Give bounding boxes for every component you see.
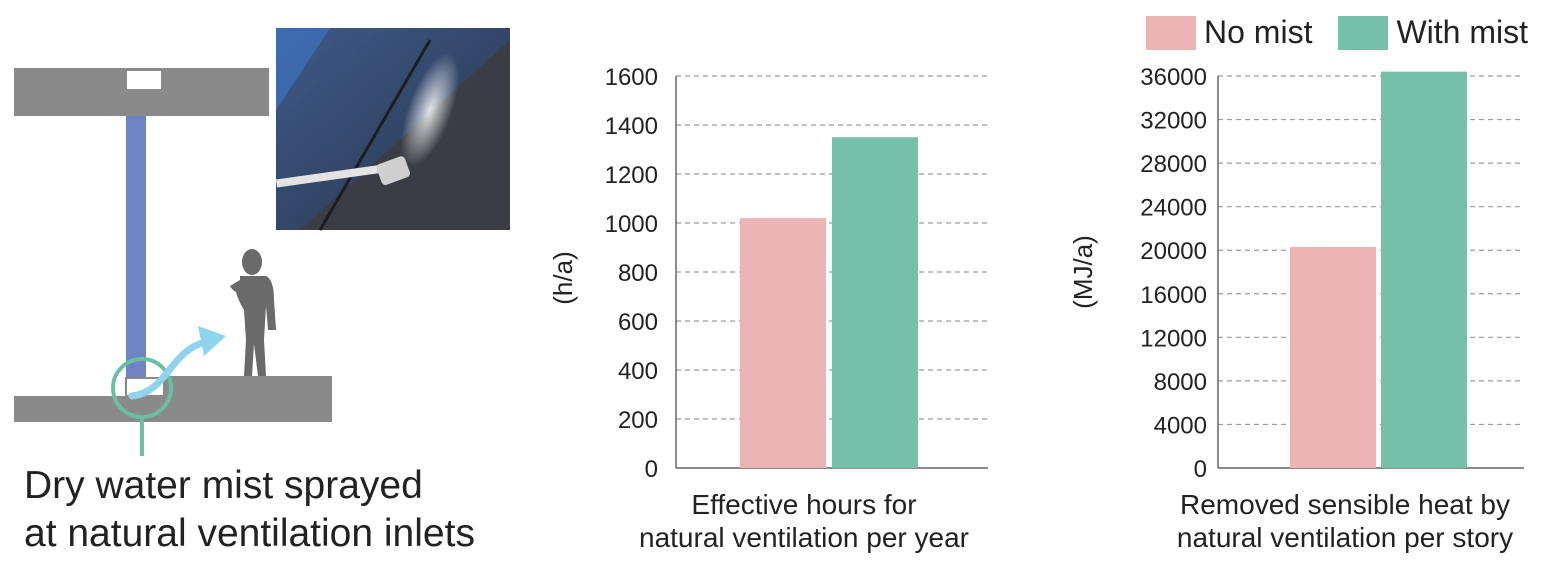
chart2-ylabel: (MJ/a) (1068, 235, 1098, 309)
caption-line-2: at natural ventilation inlets (24, 512, 475, 555)
chart1-ylabel: (h/a) (548, 251, 578, 304)
chart1-bar-no-mist (740, 218, 826, 468)
chart2-ytick-label: 32000 (1140, 108, 1207, 135)
caption-line-1: Dry water mist sprayed (24, 464, 423, 507)
chart2-ytick-label: 0 (1194, 456, 1207, 483)
mist-nozzle-photo (275, 28, 510, 231)
chart2-ytick-label: 8000 (1154, 369, 1207, 396)
legend-label-with-mist: With mist (1396, 14, 1528, 50)
legend-swatch-no-mist (1146, 15, 1196, 50)
lower-slab (14, 396, 332, 422)
chart2-xlabel: Removed sensible heat by natural ventila… (1150, 488, 1540, 554)
chart1-ytick-label: 1200 (605, 162, 658, 189)
chart2-ytick-label: 36000 (1140, 64, 1207, 91)
chart2-xlabel-line-1: Removed sensible heat by (1180, 489, 1510, 520)
chart1-ytick-label: 600 (618, 309, 658, 336)
legend-label-no-mist: No mist (1204, 14, 1313, 50)
chart1-ytick-label: 1600 (605, 64, 658, 91)
chart2-ytick-label: 20000 (1140, 238, 1207, 265)
legend-swatch-with-mist (1338, 15, 1389, 50)
chart1-xlabel-line-2: natural ventilation per year (639, 522, 969, 553)
chart1-ytick-label: 0 (645, 456, 658, 483)
person-silhouette-icon (230, 249, 276, 376)
chart2-xlabel-line-2: natural ventilation per story (1176, 522, 1514, 553)
illustration-caption: Dry water mist sprayed at natural ventil… (24, 462, 475, 558)
chart2-ytick-label: 4000 (1154, 412, 1207, 439)
chart1-bar-with-mist (832, 137, 918, 468)
chart1-ytick-label: 200 (618, 407, 658, 434)
chart2-ytick-label: 16000 (1140, 282, 1207, 309)
chart2-ytick-label: 24000 (1140, 195, 1207, 222)
legend: No mist With mist (1146, 14, 1554, 51)
chart1-ytick-label: 1400 (605, 113, 658, 140)
floor-step (164, 376, 332, 398)
airflow-arrowhead (198, 326, 226, 356)
chart1-ytick-label: 1000 (605, 211, 658, 238)
ventilation-illustration (14, 28, 510, 456)
window-glazing (126, 116, 146, 378)
inlet-highlight-circle (111, 357, 173, 419)
chart1-xlabel: Effective hours for natural ventilation … (614, 488, 994, 554)
upper-slab-opening (125, 69, 163, 91)
chart2-bar-with-mist (1381, 71, 1467, 469)
chart2-bar-no-mist (1290, 246, 1376, 468)
chart1-ytick-label: 400 (618, 358, 658, 385)
chart2-ytick-label: 12000 (1140, 325, 1207, 352)
chart2-ytick-label: 28000 (1140, 151, 1207, 178)
chart1-xlabel-line-1: Effective hours for (691, 489, 917, 520)
airflow-arrow-icon (128, 338, 210, 400)
chart1-ytick-label: 800 (618, 260, 658, 287)
